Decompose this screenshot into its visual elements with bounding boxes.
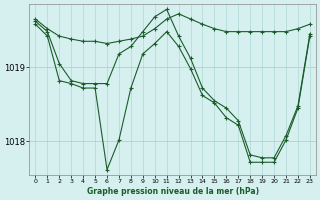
X-axis label: Graphe pression niveau de la mer (hPa): Graphe pression niveau de la mer (hPa) <box>87 187 259 196</box>
